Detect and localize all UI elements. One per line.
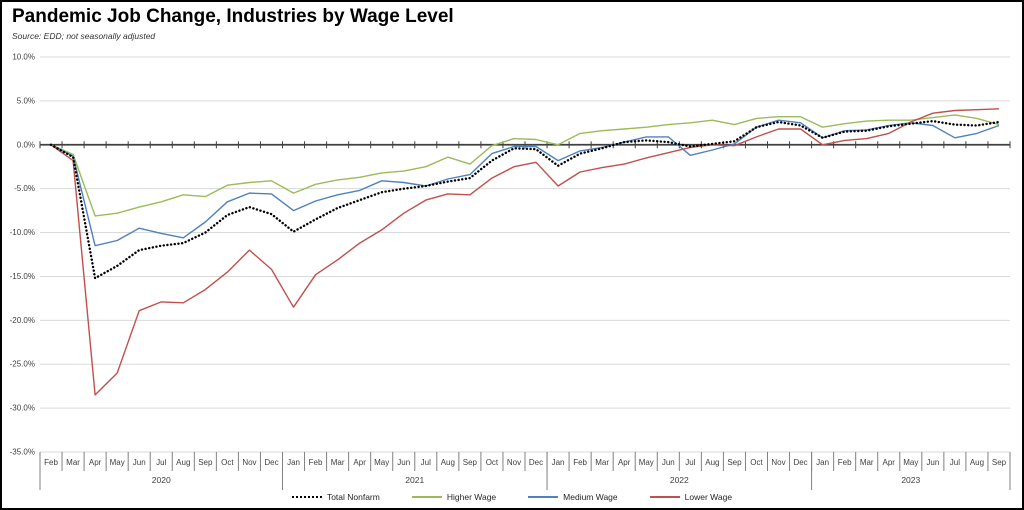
- legend-item-total-nonfarm: Total Nonfarm: [291, 492, 380, 502]
- svg-text:May: May: [374, 458, 389, 467]
- svg-text:Aug: Aug: [176, 458, 190, 467]
- svg-text:2022: 2022: [670, 475, 689, 485]
- svg-text:Oct: Oct: [750, 458, 763, 467]
- svg-text:Dec: Dec: [793, 458, 807, 467]
- chart-title: Pandemic Job Change, Industries by Wage …: [12, 6, 454, 27]
- svg-text:-25.0%: -25.0%: [10, 360, 35, 369]
- svg-text:Aug: Aug: [970, 458, 984, 467]
- legend-label-higher-wage: Higher Wage: [446, 492, 497, 502]
- svg-text:Jan: Jan: [552, 458, 565, 467]
- legend-item-medium-wage: Medium Wage: [528, 492, 618, 502]
- svg-text:2021: 2021: [405, 475, 424, 485]
- svg-text:Feb: Feb: [309, 458, 323, 467]
- svg-text:Aug: Aug: [441, 458, 455, 467]
- svg-text:Jan: Jan: [287, 458, 300, 467]
- legend-swatch-higher-wage: [411, 496, 442, 498]
- chart-source: Source: EDD; not seasonally adjusted: [12, 31, 156, 41]
- svg-text:Apr: Apr: [883, 458, 896, 467]
- svg-text:Jul: Jul: [685, 458, 695, 467]
- svg-text:Jan: Jan: [816, 458, 829, 467]
- svg-text:-30.0%: -30.0%: [10, 404, 35, 413]
- svg-text:2020: 2020: [152, 475, 171, 485]
- svg-text:Feb: Feb: [838, 458, 852, 467]
- svg-text:Jun: Jun: [133, 458, 146, 467]
- chart-legend: Total Nonfarm Higher Wage Medium Wage Lo…: [2, 492, 1022, 502]
- svg-text:-15.0%: -15.0%: [10, 272, 35, 281]
- legend-label-medium-wage: Medium Wage: [563, 492, 618, 502]
- svg-text:-10.0%: -10.0%: [10, 228, 35, 237]
- svg-text:Jul: Jul: [156, 458, 166, 467]
- svg-text:Sep: Sep: [727, 458, 742, 467]
- legend-item-lower-wage: Lower Wage: [649, 492, 733, 502]
- svg-text:Jun: Jun: [926, 458, 939, 467]
- svg-text:Jul: Jul: [950, 458, 960, 467]
- svg-text:Dec: Dec: [264, 458, 278, 467]
- svg-text:Sep: Sep: [198, 458, 213, 467]
- svg-text:Sep: Sep: [992, 458, 1007, 467]
- svg-text:Oct: Oct: [221, 458, 234, 467]
- legend-label-lower-wage: Lower Wage: [684, 492, 733, 502]
- svg-text:Dec: Dec: [529, 458, 543, 467]
- legend-swatch-medium-wage: [528, 496, 559, 498]
- svg-text:May: May: [639, 458, 654, 467]
- svg-text:Apr: Apr: [618, 458, 631, 467]
- svg-text:May: May: [903, 458, 918, 467]
- svg-text:Aug: Aug: [705, 458, 719, 467]
- svg-text:Apr: Apr: [89, 458, 102, 467]
- svg-text:May: May: [110, 458, 125, 467]
- svg-text:Mar: Mar: [66, 458, 80, 467]
- svg-text:Mar: Mar: [595, 458, 609, 467]
- svg-text:Nov: Nov: [507, 458, 521, 467]
- legend-swatch-total-nonfarm: [291, 496, 322, 498]
- svg-text:Feb: Feb: [573, 458, 587, 467]
- svg-text:Feb: Feb: [44, 458, 58, 467]
- svg-text:Mar: Mar: [860, 458, 874, 467]
- svg-text:-5.0%: -5.0%: [14, 184, 35, 193]
- svg-text:Sep: Sep: [463, 458, 478, 467]
- legend-item-higher-wage: Higher Wage: [411, 492, 497, 502]
- legend-label-total-nonfarm: Total Nonfarm: [326, 492, 380, 502]
- svg-text:Oct: Oct: [486, 458, 499, 467]
- svg-text:-35.0%: -35.0%: [10, 448, 35, 457]
- svg-text:Jul: Jul: [421, 458, 431, 467]
- svg-text:10.0%: 10.0%: [12, 53, 35, 62]
- svg-text:-20.0%: -20.0%: [10, 316, 35, 325]
- svg-text:Jun: Jun: [397, 458, 410, 467]
- svg-text:Apr: Apr: [353, 458, 366, 467]
- svg-text:2023: 2023: [901, 475, 920, 485]
- svg-text:Jun: Jun: [662, 458, 675, 467]
- svg-text:Nov: Nov: [242, 458, 256, 467]
- svg-text:0.0%: 0.0%: [17, 140, 35, 149]
- legend-swatch-lower-wage: [649, 496, 680, 498]
- svg-text:Nov: Nov: [771, 458, 785, 467]
- svg-text:Mar: Mar: [331, 458, 345, 467]
- svg-text:5.0%: 5.0%: [17, 96, 35, 105]
